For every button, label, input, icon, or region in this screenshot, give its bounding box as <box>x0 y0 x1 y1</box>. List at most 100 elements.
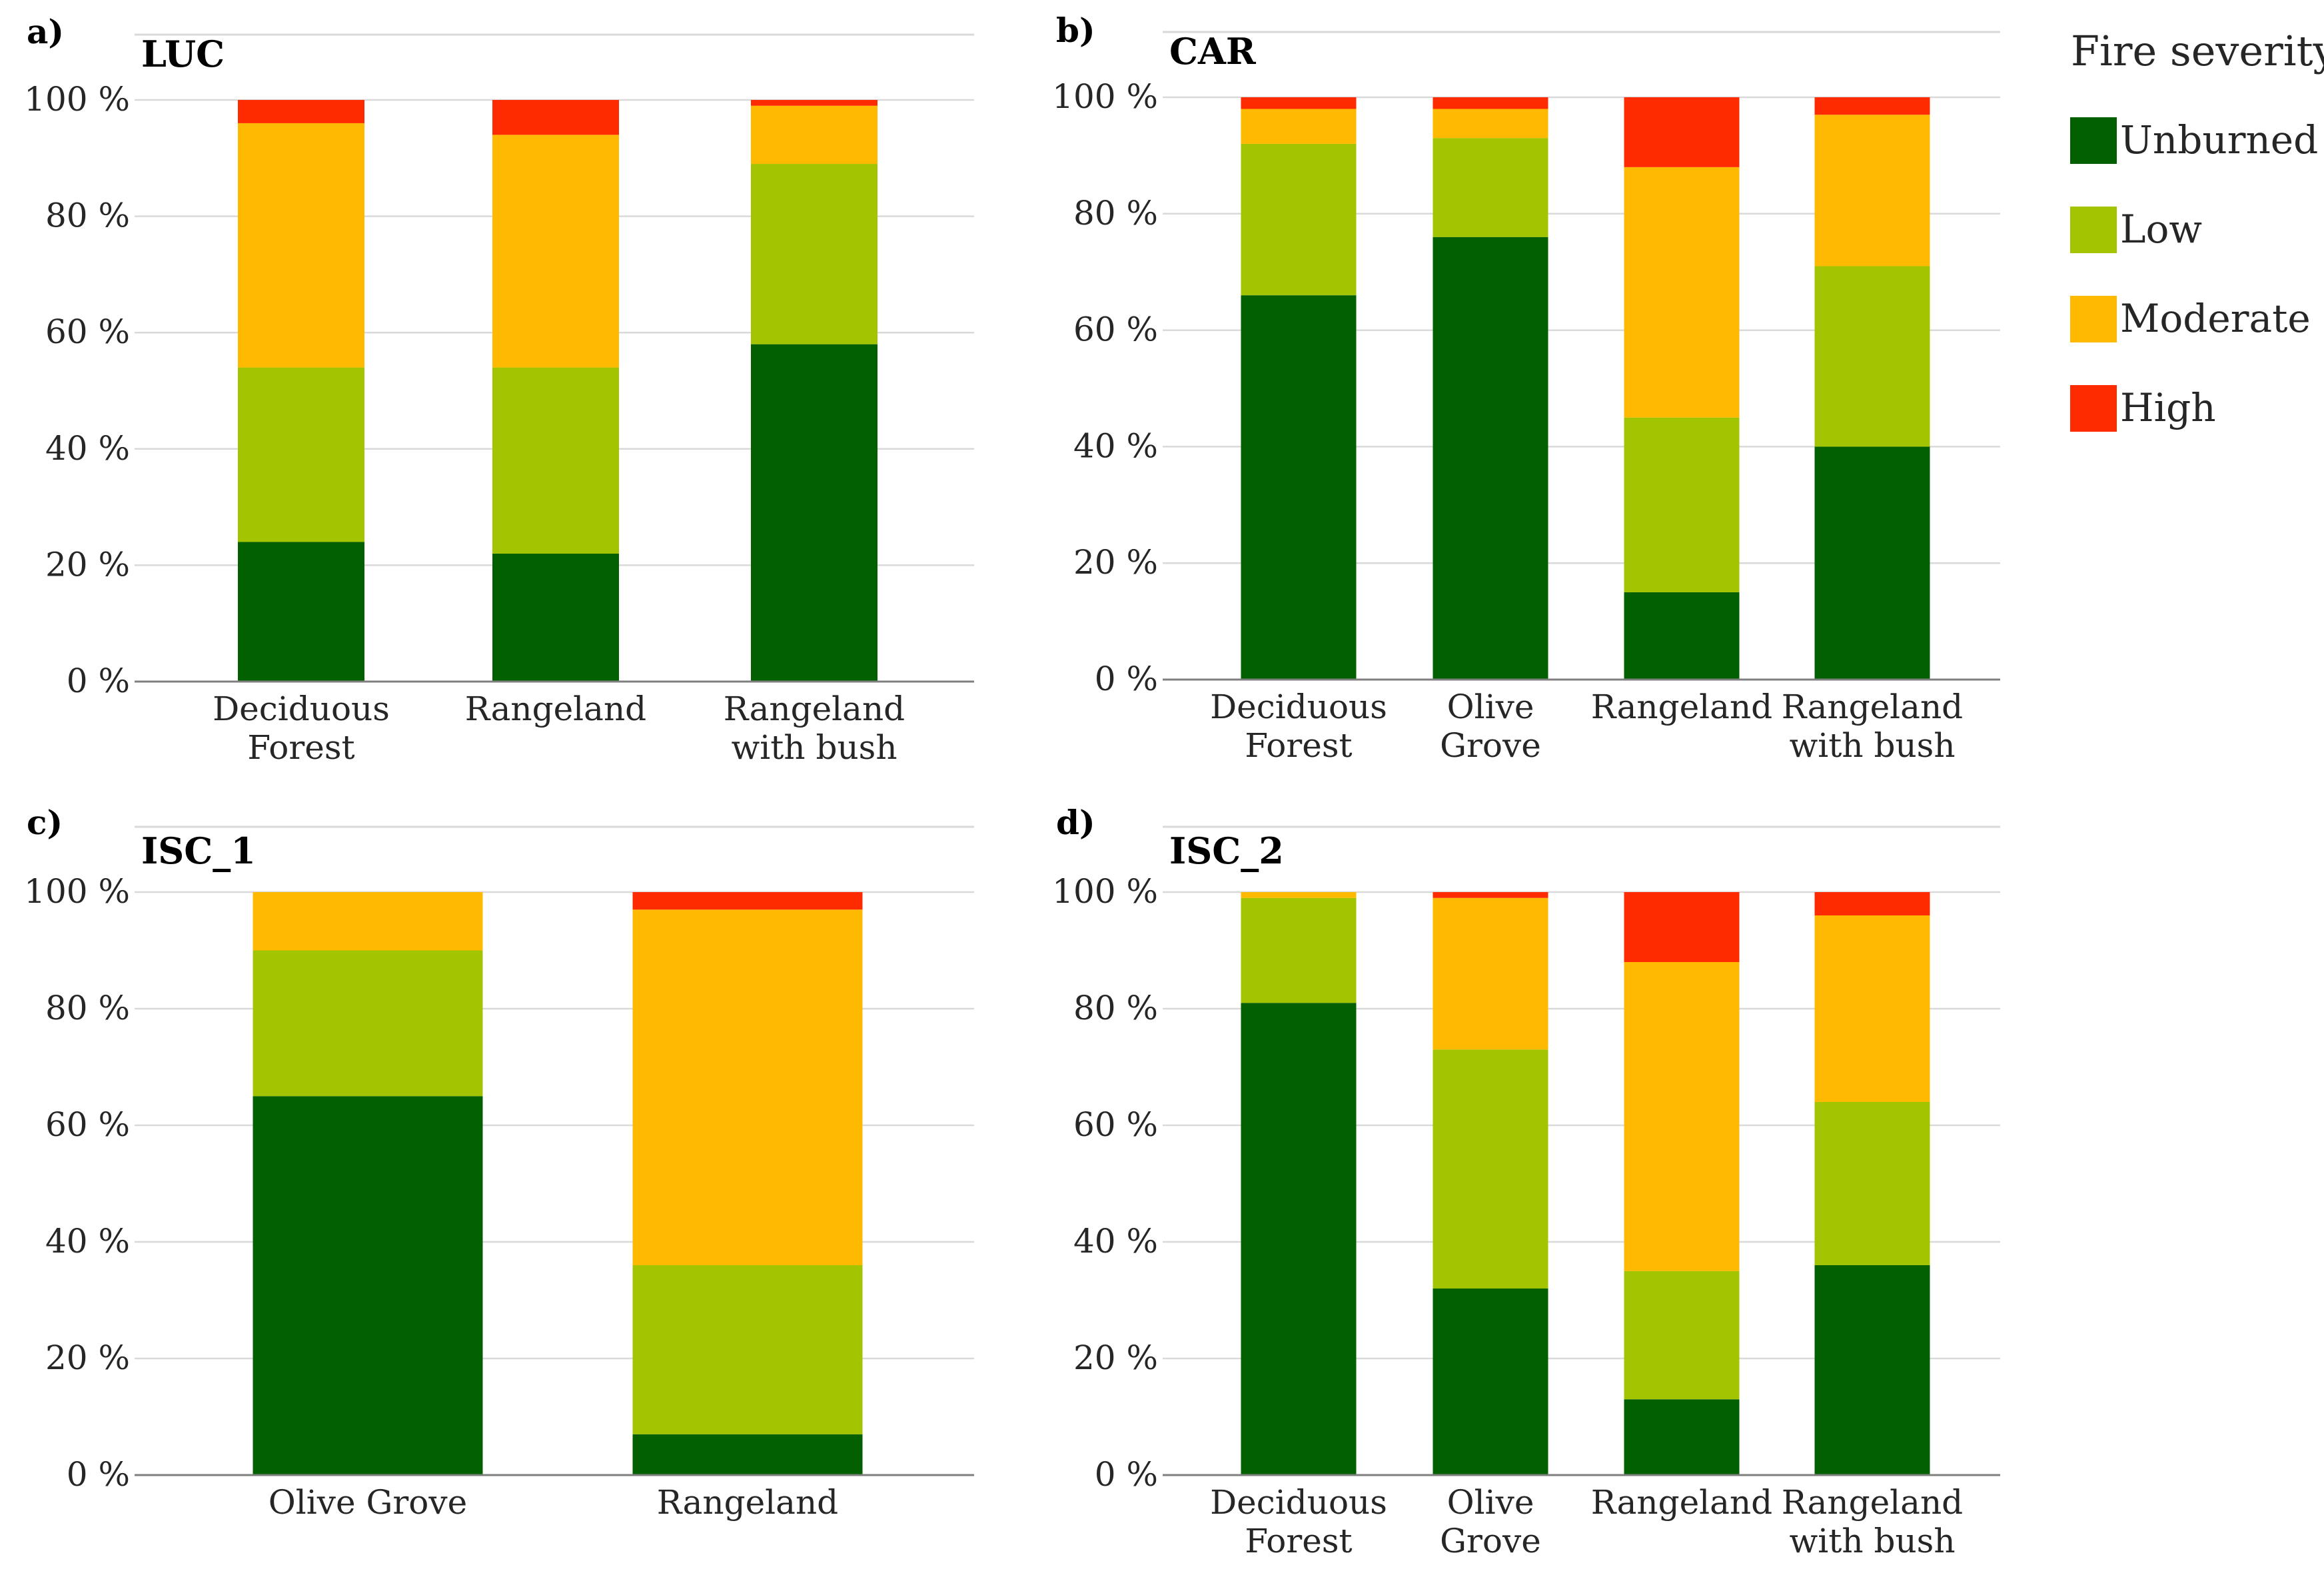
y-tick-label: 40 % <box>45 429 130 468</box>
bar-moderate-rangeland <box>1624 167 1740 418</box>
y-tick-label: 100 % <box>1052 872 1158 911</box>
y-tick-label: 80 % <box>45 989 130 1027</box>
x-tick-label: Rangeland <box>1591 688 1772 726</box>
bar-low-deciduous-forest <box>1241 143 1357 296</box>
x-tick-label: Rangeland <box>1591 1483 1772 1522</box>
bar-moderate-rangeland-with-bush <box>1814 915 1930 1102</box>
legend-swatch-low <box>2070 207 2117 253</box>
y-tick-label: 60 % <box>1073 310 1158 349</box>
x-tick-label: Olive Grove <box>269 1483 468 1522</box>
y-tick-label: 20 % <box>45 545 130 584</box>
bar-low-deciduous-forest <box>238 367 364 542</box>
legend-swatch-unburned <box>2070 117 2117 164</box>
legend-label-unburned: Unburned <box>2120 117 2318 163</box>
y-tick-label: 40 % <box>1073 426 1158 465</box>
bar-high-deciduous-forest <box>1241 97 1357 109</box>
bar-low-olive-grove <box>1433 1049 1548 1289</box>
y-tick-label: 0 % <box>1095 660 1158 698</box>
y-tick-label: 80 % <box>1073 989 1158 1027</box>
bar-unburned-rangeland-with-bush <box>751 344 877 682</box>
y-tick-label: 80 % <box>45 197 130 235</box>
bar-low-rangeland <box>1624 417 1740 592</box>
legend-label-low: Low <box>2120 207 2202 252</box>
bar-moderate-rangeland <box>632 909 863 1265</box>
y-tick-label: 100 % <box>24 80 130 119</box>
bar-low-olive-grove <box>253 950 483 1097</box>
panel-letter: a) <box>27 12 64 51</box>
bar-moderate-olive-grove <box>1433 897 1548 1050</box>
bar-moderate-deciduous-forest <box>238 123 364 368</box>
bar-unburned-deciduous-forest <box>238 542 364 682</box>
bar-high-deciduous-forest <box>238 100 364 123</box>
bar-unburned-rangeland <box>1624 1399 1740 1475</box>
chart-title: CAR <box>1169 30 1257 73</box>
bar-high-rangeland <box>1624 97 1740 167</box>
x-tick-label: Deciduous Forest <box>1210 688 1387 765</box>
bar-moderate-rangeland <box>492 135 619 368</box>
bar-high-rangeland-with-bush <box>751 100 877 106</box>
bar-moderate-rangeland <box>1624 962 1740 1271</box>
bar-unburned-olive-grove <box>1433 1289 1548 1475</box>
chart-panel-luc: 0 % 20 % 40 % 60 % 80 % 100 % Deciduous Forest R… <box>24 12 974 767</box>
bar-moderate-olive-grove <box>253 892 483 951</box>
x-tick-label: Rangeland <box>657 1483 838 1522</box>
chart-title: ISC_2 <box>1169 829 1284 872</box>
bar-unburned-rangeland <box>492 553 619 682</box>
legend-swatch-high <box>2070 385 2117 432</box>
x-tick-label: Olive Grove <box>1440 1483 1541 1560</box>
x-tick-label: Olive Grove <box>1440 688 1541 765</box>
chart-title: ISC_1 <box>141 829 256 872</box>
bar-moderate-olive-grove <box>1433 109 1548 139</box>
legend-title: Fire severity <box>2071 27 2324 75</box>
bar-unburned-rangeland <box>632 1434 863 1475</box>
bar-low-rangeland <box>492 367 619 554</box>
y-tick-label: 20 % <box>45 1338 130 1377</box>
bar-unburned-rangeland <box>1624 592 1740 680</box>
legend: Fire severity Unburned Low Moderate High <box>2070 27 2324 432</box>
y-tick-label: 20 % <box>1073 1338 1158 1377</box>
panel-letter: d) <box>1056 803 1095 842</box>
bar-moderate-deciduous-forest <box>1241 892 1357 898</box>
x-tick-label: Rangeland with bush <box>1782 688 1963 765</box>
bar-high-rangeland <box>632 892 863 910</box>
bar-low-rangeland-with-bush <box>1814 1102 1930 1265</box>
chart-panel-car: 0 % 20 % 40 % 60 % 80 % 100 % Deciduous Forest O… <box>1052 11 2000 765</box>
bar-low-rangeland-with-bush <box>751 164 877 344</box>
y-tick-label: 60 % <box>45 312 130 351</box>
panel-letter: b) <box>1056 11 1095 50</box>
y-tick-label: 0 % <box>67 662 130 700</box>
bar-moderate-rangeland-with-bush <box>1814 115 1930 266</box>
x-tick-label: Rangeland with bush <box>724 690 905 767</box>
bar-low-rangeland-with-bush <box>1814 266 1930 447</box>
y-tick-label: 100 % <box>24 872 130 911</box>
y-tick-label: 20 % <box>1073 543 1158 582</box>
bar-high-rangeland <box>1624 892 1740 962</box>
bar-high-rangeland-with-bush <box>1814 97 1930 115</box>
bar-unburned-deciduous-forest <box>1241 295 1357 680</box>
y-tick-label: 40 % <box>1073 1222 1158 1261</box>
chart-title: LUC <box>141 33 225 75</box>
bar-high-rangeland-with-bush <box>1814 892 1930 915</box>
y-tick-label: 60 % <box>1073 1105 1158 1144</box>
bar-unburned-rangeland-with-bush <box>1814 1265 1930 1475</box>
x-tick-label: Rangeland <box>465 690 646 728</box>
bar-low-rangeland <box>632 1265 863 1434</box>
panel-letter: c) <box>27 803 63 842</box>
bar-high-olive-grove <box>1433 97 1548 109</box>
legend-label-high: High <box>2120 385 2216 430</box>
bar-low-rangeland <box>1624 1271 1740 1400</box>
bar-low-olive-grove <box>1433 138 1548 237</box>
y-tick-label: 80 % <box>1073 194 1158 233</box>
y-tick-label: 0 % <box>67 1455 130 1494</box>
legend-swatch-moderate <box>2070 296 2117 342</box>
y-tick-label: 40 % <box>45 1222 130 1261</box>
chart-panel-isc-2: 0 % 20 % 40 % 60 % 80 % 100 % Deciduous Forest O… <box>1052 803 2000 1560</box>
x-tick-label: Deciduous Forest <box>1210 1483 1387 1560</box>
y-tick-label: 60 % <box>45 1105 130 1144</box>
bar-unburned-olive-grove <box>1433 237 1548 680</box>
x-tick-label: Rangeland with bush <box>1782 1483 1963 1560</box>
bar-high-olive-grove <box>1433 892 1548 898</box>
chart-panel-isc-1: 0 % 20 % 40 % 60 % 80 % 100 % Olive Grove Range… <box>24 803 974 1522</box>
bar-high-rangeland <box>492 100 619 135</box>
